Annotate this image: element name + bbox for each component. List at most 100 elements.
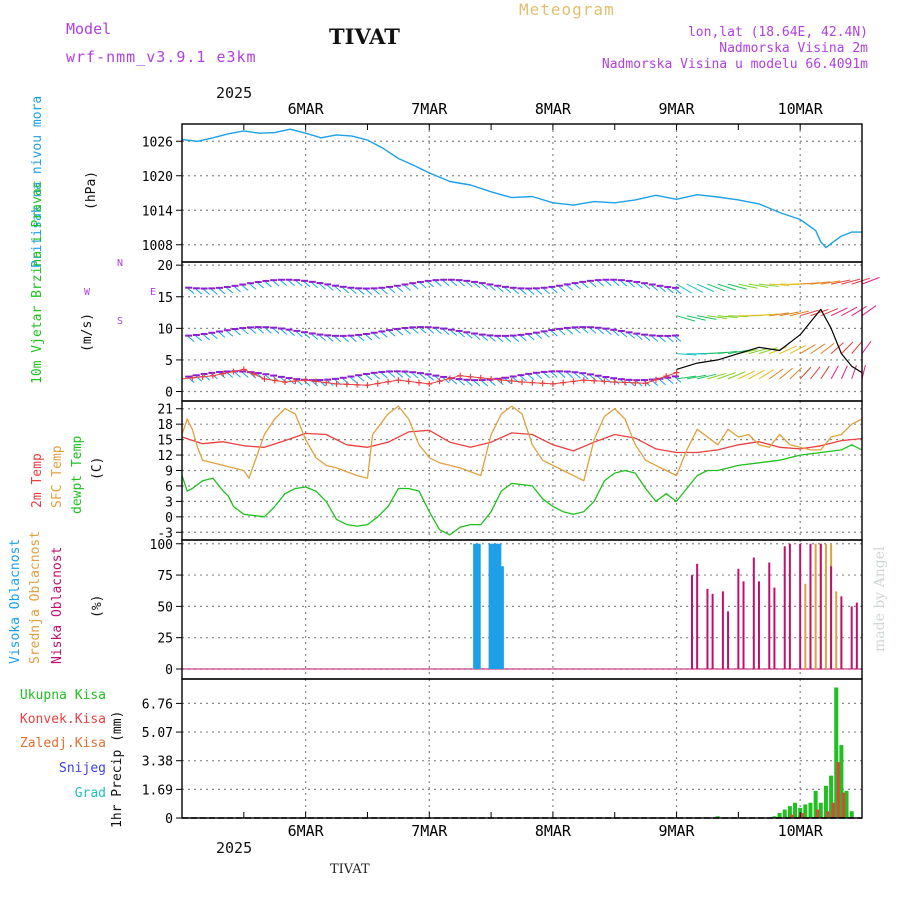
day-label-bottom: 8MAR (535, 822, 572, 840)
wind-barb-strong (758, 283, 779, 287)
cloud-low-bar (768, 562, 771, 669)
cloud-low-bar (691, 575, 693, 669)
wind-barb-strong (841, 306, 858, 317)
temp-dewpt-line (181, 444, 863, 536)
cloud-low-bar (721, 591, 724, 669)
wind-barb-strong (820, 365, 830, 380)
y-tick-label: 20 (157, 259, 173, 274)
cloud-low-bar (840, 596, 843, 669)
y-tick-label: -3 (157, 526, 173, 541)
wind-barb-strong (830, 342, 844, 354)
cloud-mid-bar (835, 591, 838, 669)
cloud-low-bar (809, 543, 812, 669)
precip-total-bar (844, 790, 849, 818)
wind-barb-strong (800, 309, 819, 317)
credit-label: made by Angel (872, 546, 888, 653)
wind-barb-strong (717, 315, 738, 319)
precip-total-bar (772, 816, 777, 818)
cloud-mid-label: Srednja Oblacnost (28, 530, 43, 664)
y-tick-label: 1008 (142, 239, 173, 254)
wind-barb-strong (748, 348, 768, 355)
model-label: Model (66, 20, 112, 38)
wind-barb-strong (717, 283, 737, 291)
cloud-low-bar (696, 563, 699, 669)
cloud-high-bar (493, 543, 499, 669)
cloud-low-label: Niska Oblacnost (50, 546, 65, 664)
y-tick-label: 0 (165, 386, 173, 401)
y-tick-label: 100 (150, 538, 173, 553)
wind-title-text: 10m Vjetar Brzina i Pravac (30, 180, 45, 385)
cloud-high-bar (475, 543, 481, 669)
precip-total-bar (834, 687, 839, 818)
elevation-label: Nadmorska Visina 2m (719, 41, 868, 56)
y-tick-label: 21 (157, 403, 173, 418)
wind-barb-strong (727, 349, 748, 355)
frame-layer (176, 123, 863, 819)
wind-barb-strong (810, 366, 821, 380)
panel-frame (181, 123, 863, 263)
compass-s-label: S (117, 316, 124, 327)
gust-line (181, 368, 677, 386)
y-tick-label: 12 (157, 449, 173, 464)
cloud-high-bar (488, 543, 494, 669)
data-layer (181, 128, 880, 819)
y-tick-label: 1020 (142, 170, 173, 185)
wind-barb-strong (768, 368, 784, 380)
day-label-top: 8MAR (535, 100, 572, 118)
wind-barb-strong (676, 315, 696, 322)
temp-unit: (C) (90, 456, 105, 480)
wind-barb-strong (841, 278, 861, 285)
wind-barb-strong (861, 305, 877, 317)
wind-barb-strong (748, 283, 769, 288)
cloud-unit: (%) (90, 594, 105, 618)
wind-barb-strong (697, 373, 717, 380)
wind-barb-strong (799, 344, 816, 355)
wind-speed-line (676, 308, 863, 374)
precip-conv-label: Konvek.Kisa (19, 712, 106, 727)
cloud-high-label: Visoka Oblacnost (8, 538, 23, 664)
cloud-low-bar (752, 557, 755, 669)
y-tick-label: 6.76 (142, 697, 173, 712)
wind-barb-strong (840, 365, 848, 380)
wind-barb-strong (851, 277, 871, 285)
wind-barb-strong (686, 283, 704, 293)
cloud-high-bar (491, 543, 497, 669)
precip-conv-bar (800, 812, 804, 818)
grid-layer (182, 124, 862, 819)
cloud-low-bar (855, 602, 858, 669)
wind-barb-strong (686, 315, 706, 321)
precip-conv-bar (836, 762, 840, 818)
precip-total-bar (839, 745, 844, 818)
precip-conv-bar (816, 809, 820, 818)
model-elevation-label: Nadmorska Visina u modelu 66.4091m (601, 57, 868, 72)
pressure-unit: (hPa) (84, 170, 99, 210)
wind-barb-strong (686, 374, 707, 380)
precip-unit: 1hr Precip (mm) (110, 710, 125, 828)
wind-barb-strong (758, 313, 779, 317)
wind-barb-strong (820, 342, 835, 355)
y-tick-label: 50 (157, 600, 173, 615)
y-tick-label: 1014 (142, 204, 173, 219)
y-tick-label: 1.69 (142, 783, 173, 798)
cloud-low-bar (773, 587, 776, 669)
wind-title: 10m Vjetar Brzina i Pravac (30, 181, 45, 385)
wind-barb-strong (717, 372, 736, 380)
y-tick-label: 15 (157, 434, 173, 449)
y-tick-label: 15 (157, 291, 173, 306)
precip-total-bar (803, 804, 808, 818)
y-tick-label: 5 (165, 354, 173, 369)
wind-compass: N W E S (84, 258, 160, 328)
cloud-low-bar (737, 568, 740, 669)
compass-w-label: W (84, 287, 91, 298)
wind-barb-strong (738, 283, 758, 289)
wind-barb-strong (779, 367, 793, 380)
y-tick-label: 0 (165, 511, 173, 526)
y-tick-label: 25 (157, 632, 173, 647)
precip-total-label: Ukupna Kisa (19, 688, 106, 703)
wind-barb-strong (727, 371, 746, 380)
compass-n-label: N (117, 258, 124, 269)
cloud-low-bar (799, 543, 802, 669)
precip-total-bar (777, 812, 782, 818)
day-label-top: 6MAR (288, 100, 325, 118)
